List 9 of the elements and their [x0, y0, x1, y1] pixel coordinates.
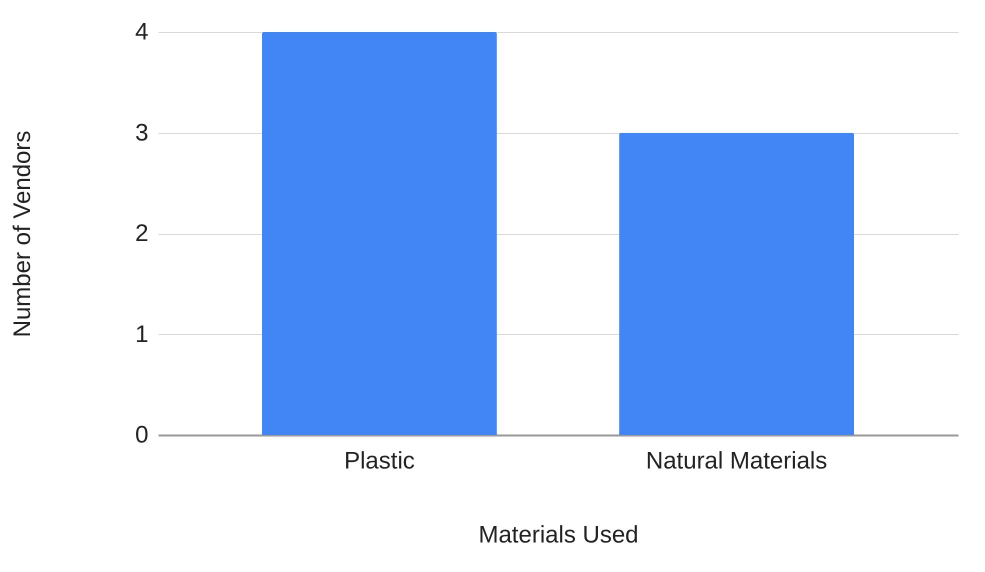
y-tick-label: 2	[135, 220, 148, 247]
y-tick-label: 0	[135, 422, 148, 448]
y-tick-label: 3	[135, 119, 148, 146]
x-tick-label: Plastic	[344, 448, 415, 474]
x-tick-label: Natural Materials	[646, 448, 828, 474]
y-tick-label: 4	[135, 18, 148, 46]
y-tick-label: 1	[135, 320, 148, 348]
x-axis-title: Materials Used	[478, 522, 639, 548]
y-axis-title: Number of Vendors	[9, 130, 36, 338]
